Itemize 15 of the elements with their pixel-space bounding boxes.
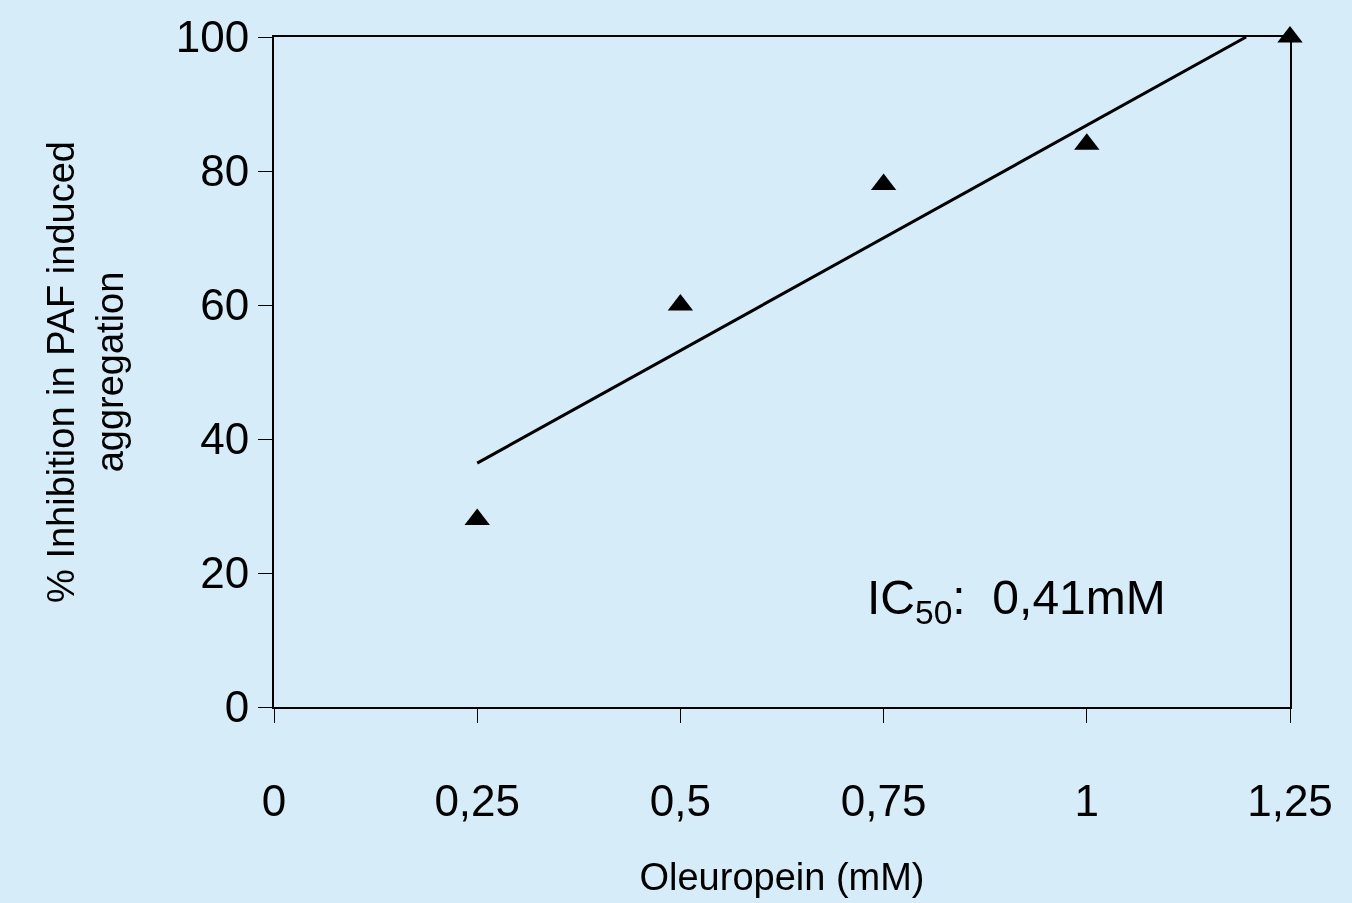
- y-tick-label: 40: [200, 414, 250, 464]
- x-tick-label: 0: [261, 775, 287, 825]
- y-tick-label: 20: [200, 548, 250, 598]
- x-tick-label: 1,25: [1247, 775, 1333, 825]
- y-tick-label: 60: [200, 280, 250, 330]
- y-tick-label: 80: [200, 146, 250, 196]
- x-tick-label: 0,75: [840, 775, 927, 825]
- annotation: IC$_{50}$: 0,41mM: [867, 571, 1166, 632]
- y-axis-title: % Inhibition in PAF induced aggregation: [40, 141, 132, 603]
- x-tick-label: 1: [1074, 775, 1100, 825]
- x-tick-label: 0,5: [649, 775, 711, 825]
- y-tick-label: 100: [175, 12, 250, 62]
- x-axis-title: Oleuropein (mM): [639, 856, 925, 899]
- x-tick-label: 0,25: [434, 775, 521, 825]
- y-tick-label: 0: [224, 682, 250, 732]
